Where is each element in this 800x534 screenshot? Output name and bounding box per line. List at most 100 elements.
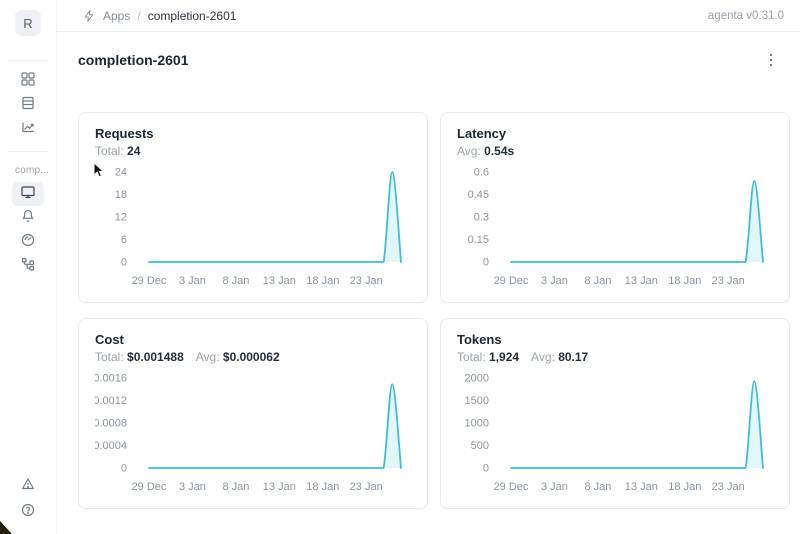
- stat: Avg: 80.17: [531, 349, 588, 365]
- y-axis-tick: 24: [115, 167, 127, 179]
- stat-value: 0.54s: [484, 144, 515, 158]
- bolt-icon: [82, 9, 96, 23]
- x-axis-tick: 3 Jan: [179, 481, 206, 493]
- x-axis-tick: 23 Jan: [350, 481, 383, 493]
- series-line: [510, 380, 764, 469]
- card-stats: Total: $0.001488 Avg: $0.000062: [95, 349, 411, 365]
- series-line: [510, 180, 764, 263]
- grid-icon: [20, 71, 36, 92]
- top-bar: Apps / completion-2601 agenta v0.31.0: [57, 0, 800, 32]
- y-axis-tick: 2000: [465, 373, 489, 385]
- stat: Avg: 0.54s: [457, 143, 514, 159]
- sidebar-item-traces[interactable]: [12, 254, 44, 278]
- stat-value: 1,924: [489, 350, 520, 364]
- x-axis-tick: 29 Dec: [132, 275, 167, 287]
- tree-icon: [20, 256, 36, 277]
- y-axis-tick: 0.45: [468, 189, 489, 201]
- x-axis-tick: 13 Jan: [625, 275, 658, 287]
- y-axis-tick: 0.15: [468, 234, 489, 246]
- sidebar-item-status[interactable]: [12, 474, 44, 498]
- x-axis-tick: 8 Jan: [584, 275, 611, 287]
- series-area: [149, 172, 401, 262]
- card-stats: Total: 1,924 Avg: 80.17: [457, 349, 773, 365]
- y-axis-tick: 500: [471, 440, 489, 452]
- x-axis-tick: 29 Dec: [132, 481, 167, 493]
- sidebar-item-overview[interactable]: [12, 182, 44, 206]
- sidebar-item-evaluations[interactable]: [12, 117, 44, 141]
- stat-label: Avg:: [531, 350, 559, 364]
- y-axis-tick: 0.6: [474, 167, 489, 179]
- main-content: completion-2601 Requests Total: 24 24 18 1…: [57, 0, 800, 509]
- x-axis-tick: 23 Jan: [712, 275, 745, 287]
- stat: Total: 24: [95, 143, 140, 159]
- x-axis-tick: 18 Jan: [668, 481, 701, 493]
- y-axis-tick: 0.0008: [95, 418, 127, 430]
- sidebar-item-test-sets[interactable]: [12, 93, 44, 117]
- sidebar-app-nav: [0, 180, 56, 278]
- gauge-icon: [20, 232, 36, 253]
- stat: Avg: $0.000062: [196, 349, 280, 365]
- y-axis-tick: 0: [121, 257, 127, 269]
- stat-label: Avg:: [195, 350, 223, 364]
- y-axis-tick: 6: [121, 234, 127, 246]
- x-axis-tick: 13 Jan: [625, 481, 658, 493]
- y-axis-tick: 0: [483, 257, 489, 269]
- more-actions-button[interactable]: [764, 50, 779, 71]
- card-title: Latency: [457, 126, 507, 141]
- latency-chart: 0.6 0.45 0.3 0.15 0 29 Dec 3 Jan 8 Jan 13 Jan 18 …: [468, 167, 764, 287]
- divider: [8, 151, 48, 152]
- sidebar: R comp...: [0, 0, 57, 534]
- x-axis-tick: 8 Jan: [584, 481, 611, 493]
- x-axis-tick: 23 Jan: [350, 275, 383, 287]
- page-header: completion-2601: [57, 32, 800, 88]
- alert-triangle-icon: [20, 476, 36, 497]
- workspace-avatar[interactable]: R: [15, 10, 41, 36]
- y-axis-tick: 0.0016: [95, 373, 127, 385]
- card-title: Cost: [95, 332, 124, 347]
- divider: [8, 60, 48, 61]
- cost-chart: 0.0016 0.0012 0.0008 0.0004 0 29 Dec 3 Jan 8 Ja…: [95, 373, 402, 493]
- help-circle-icon: [20, 502, 36, 523]
- page-title: completion-2601: [78, 52, 189, 68]
- card-title: Requests: [95, 126, 154, 141]
- cards-grid: Requests Total: 24 24 18 12 6 0 29 Dec 3 Jan 8 …: [57, 88, 800, 509]
- stat-label: Total:: [95, 144, 128, 158]
- requests-chart: 24 18 12 6 0 29 Dec 3 Jan 8 Jan 13 Jan 18 Jan 23 J…: [115, 167, 402, 287]
- y-axis-tick: 1000: [465, 418, 489, 430]
- stat-label: Total:: [457, 350, 490, 364]
- y-axis-tick: 1500: [465, 395, 489, 407]
- y-axis-tick: 0: [121, 463, 127, 475]
- series-area: [511, 381, 763, 468]
- y-axis-tick: 12: [115, 212, 127, 224]
- x-axis-tick: 8 Jan: [222, 481, 249, 493]
- sidebar-item-apps[interactable]: [12, 69, 44, 93]
- stat-value: 80.17: [558, 350, 589, 364]
- x-axis-tick: 29 Dec: [494, 275, 529, 287]
- x-axis-tick: 18 Jan: [306, 275, 339, 287]
- x-axis-tick: 18 Jan: [306, 481, 339, 493]
- sidebar-item-help[interactable]: [12, 500, 44, 524]
- y-axis-tick: 0.3: [474, 212, 489, 224]
- stat: Total: 1,924: [457, 349, 519, 365]
- x-axis-tick: 3 Jan: [541, 275, 568, 287]
- app-version: agenta v0.31.0: [707, 9, 784, 22]
- bell-icon: [20, 208, 36, 229]
- series-line: [148, 383, 402, 469]
- x-axis-tick: 13 Jan: [263, 481, 296, 493]
- trend-chart-icon: [20, 119, 36, 140]
- sidebar-item-alerts[interactable]: [12, 206, 44, 230]
- x-axis-tick: 3 Jan: [179, 275, 206, 287]
- series-area: [511, 181, 763, 262]
- breadcrumb-apps[interactable]: Apps: [103, 8, 131, 23]
- stat-value: $0.001488: [127, 350, 184, 364]
- card-stats: Avg: 0.54s: [457, 143, 773, 159]
- stat-label: Total:: [95, 350, 128, 364]
- x-axis-tick: 8 Jan: [222, 275, 249, 287]
- sidebar-item-observability[interactable]: [12, 230, 44, 254]
- breadcrumb-separator: /: [137, 8, 141, 23]
- tokens-card: Tokens Total: 1,924 Avg: 80.17 2000 1500 10…: [440, 318, 790, 509]
- tokens-chart: 2000 1500 1000 500 0 29 Dec 3 Jan 8 Jan 13 Jan 18…: [465, 373, 764, 493]
- y-axis-tick: 0: [483, 463, 489, 475]
- cost-card: Cost Total: $0.001488 Avg: $0.000062 0.00…: [78, 318, 428, 509]
- y-axis-tick: 18: [115, 189, 127, 201]
